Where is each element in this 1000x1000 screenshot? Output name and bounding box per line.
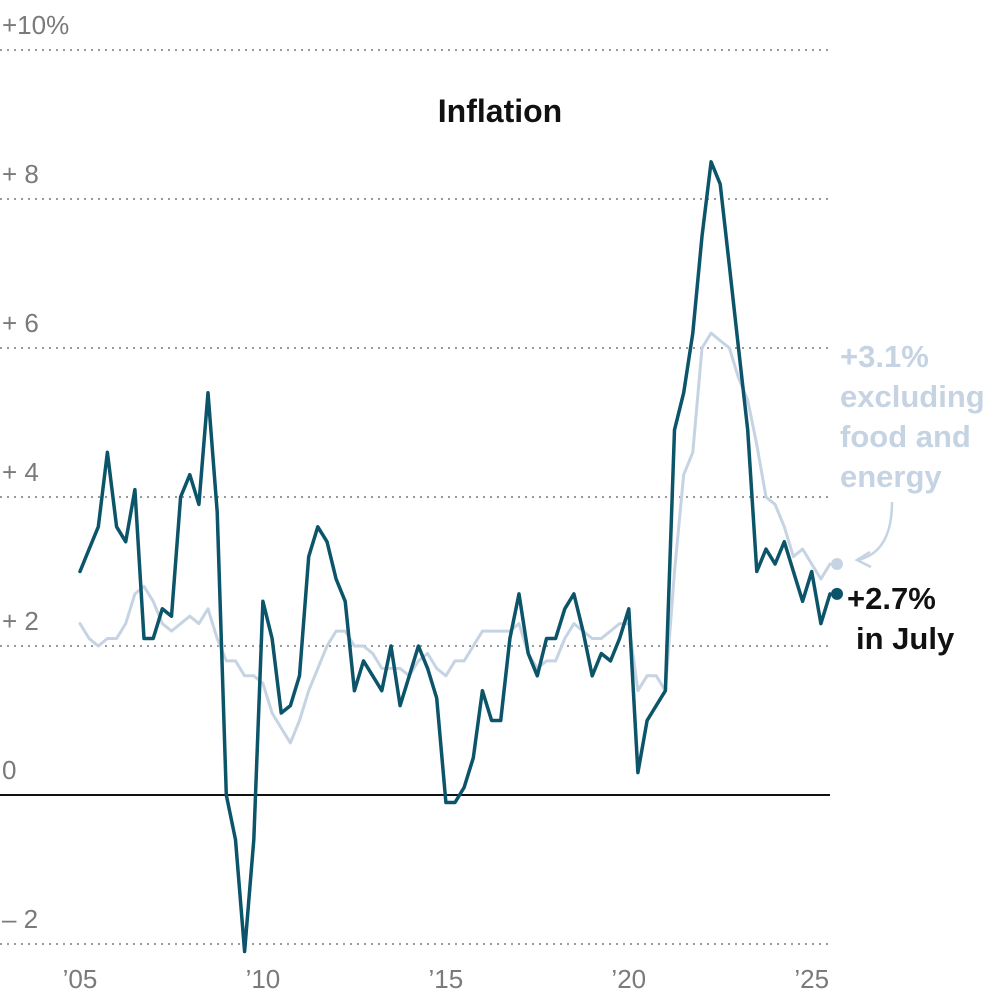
core-annotation-line: food and xyxy=(840,419,971,454)
y-tick-label: + 8 xyxy=(2,159,39,189)
y-tick-label: 0 xyxy=(2,755,16,785)
y-tick-labels: +10% + 8 + 6 + 4 + 2 0 – 2 xyxy=(2,10,69,934)
x-tick-label: ’10 xyxy=(246,964,281,994)
core-annotation: +3.1% excluding food and energy xyxy=(840,339,985,494)
headline-annotation: +2.7% in July xyxy=(847,581,955,656)
core-annotation-arrowhead xyxy=(854,550,872,569)
headline-annotation-line: +2.7% xyxy=(847,581,936,616)
x-tick-label: ’05 xyxy=(63,964,98,994)
y-tick-label: + 6 xyxy=(2,308,39,338)
x-tick-label: ’15 xyxy=(429,964,464,994)
headline-annotation-line: in July xyxy=(856,621,955,656)
core-annotation-arrow xyxy=(857,501,894,562)
y-tick-label: + 4 xyxy=(2,457,39,487)
core-series-line xyxy=(78,331,832,745)
y-tick-label: – 2 xyxy=(2,904,38,934)
core-annotation-line: +3.1% xyxy=(840,339,929,374)
series-layer xyxy=(78,160,843,954)
core-end-marker xyxy=(831,558,843,570)
y-tick-label: + 2 xyxy=(2,606,39,636)
x-tick-label: ’20 xyxy=(611,964,646,994)
chart-title: Inflation xyxy=(438,93,562,129)
y-tick-label: +10% xyxy=(2,10,69,40)
core-annotation-line: energy xyxy=(840,459,942,494)
headline-end-marker xyxy=(831,587,843,600)
headline-series-line xyxy=(78,160,832,954)
core-annotation-line: excluding xyxy=(840,379,985,414)
x-tick-label: ’25 xyxy=(794,964,829,994)
gridlines xyxy=(0,49,830,945)
x-tick-labels: ’05 ’10 ’15 ’20 ’25 xyxy=(63,964,829,994)
